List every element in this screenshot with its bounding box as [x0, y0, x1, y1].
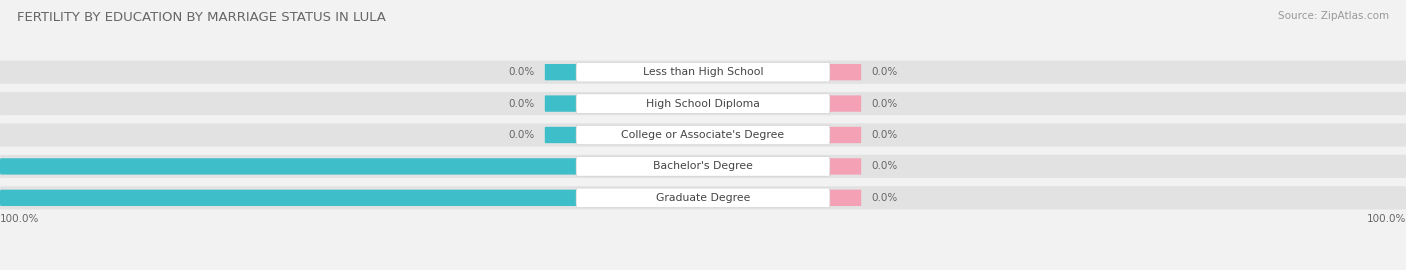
- Text: College or Associate's Degree: College or Associate's Degree: [621, 130, 785, 140]
- FancyBboxPatch shape: [576, 157, 830, 176]
- Text: 0.0%: 0.0%: [872, 161, 898, 171]
- FancyBboxPatch shape: [546, 127, 576, 143]
- FancyBboxPatch shape: [830, 127, 860, 143]
- Text: 0.0%: 0.0%: [872, 193, 898, 203]
- FancyBboxPatch shape: [0, 190, 576, 206]
- FancyBboxPatch shape: [546, 95, 576, 112]
- Text: Source: ZipAtlas.com: Source: ZipAtlas.com: [1278, 11, 1389, 21]
- Text: High School Diploma: High School Diploma: [647, 99, 759, 109]
- FancyBboxPatch shape: [576, 125, 830, 145]
- FancyBboxPatch shape: [830, 158, 860, 175]
- Text: 0.0%: 0.0%: [872, 99, 898, 109]
- FancyBboxPatch shape: [0, 123, 1406, 147]
- FancyBboxPatch shape: [576, 94, 830, 113]
- Text: 0.0%: 0.0%: [508, 67, 534, 77]
- Text: 0.0%: 0.0%: [508, 130, 534, 140]
- Text: 0.0%: 0.0%: [872, 130, 898, 140]
- FancyBboxPatch shape: [0, 155, 1406, 178]
- FancyBboxPatch shape: [0, 158, 576, 175]
- Text: Graduate Degree: Graduate Degree: [655, 193, 751, 203]
- Text: 0.0%: 0.0%: [508, 99, 534, 109]
- Text: 100.0%: 100.0%: [1367, 214, 1406, 224]
- FancyBboxPatch shape: [546, 64, 576, 80]
- FancyBboxPatch shape: [830, 190, 860, 206]
- Text: Bachelor's Degree: Bachelor's Degree: [652, 161, 754, 171]
- Text: 0.0%: 0.0%: [872, 67, 898, 77]
- FancyBboxPatch shape: [0, 60, 1406, 84]
- FancyBboxPatch shape: [576, 62, 830, 82]
- Text: 100.0%: 100.0%: [0, 214, 39, 224]
- Text: Less than High School: Less than High School: [643, 67, 763, 77]
- Text: FERTILITY BY EDUCATION BY MARRIAGE STATUS IN LULA: FERTILITY BY EDUCATION BY MARRIAGE STATU…: [17, 11, 385, 24]
- FancyBboxPatch shape: [0, 92, 1406, 115]
- FancyBboxPatch shape: [830, 64, 860, 80]
- FancyBboxPatch shape: [576, 188, 830, 208]
- FancyBboxPatch shape: [0, 186, 1406, 210]
- FancyBboxPatch shape: [830, 95, 860, 112]
